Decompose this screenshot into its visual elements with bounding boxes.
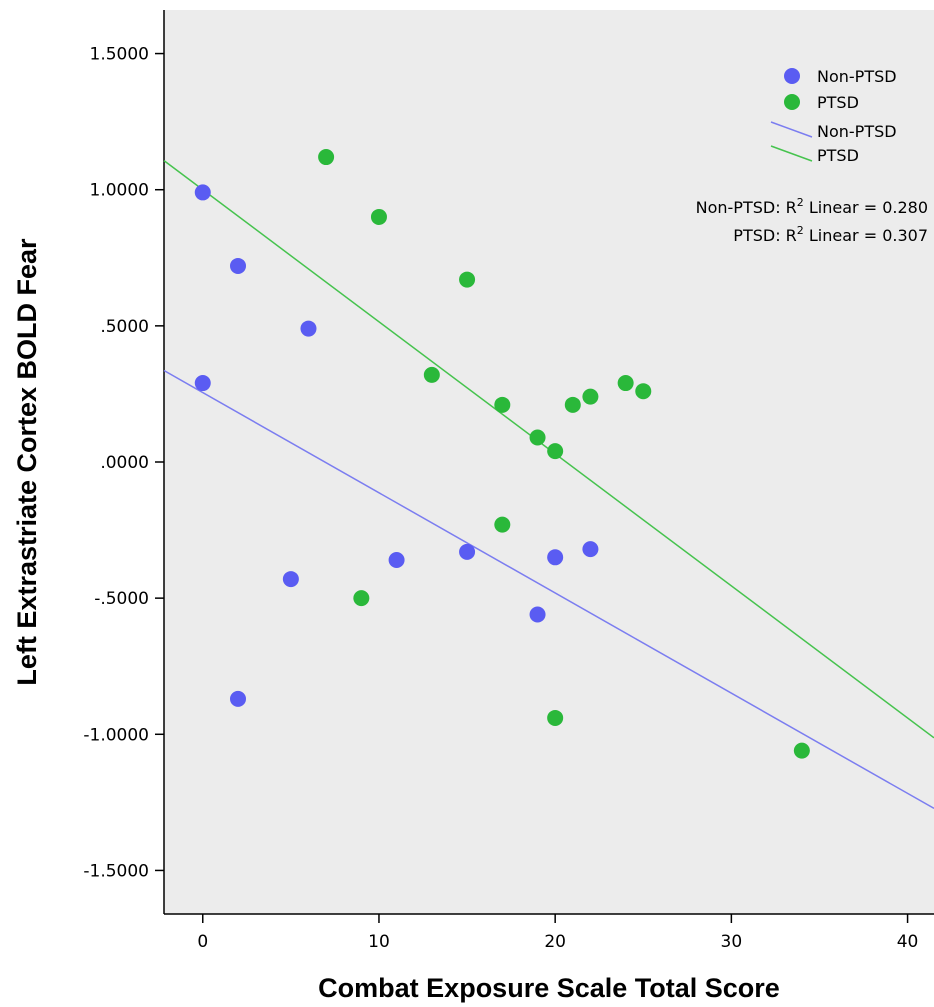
- r2-annotations: Non-PTSD: R2 Linear = 0.280 PTSD: R2 Lin…: [696, 196, 928, 245]
- legend-marker-non-ptsd: [784, 68, 800, 84]
- data-point-ptsd: [318, 149, 335, 166]
- data-point-non-ptsd: [230, 690, 247, 707]
- x-tick-label: 20: [544, 932, 566, 952]
- data-point-ptsd: [793, 742, 810, 759]
- legend-line-label-ptsd: PTSD: [817, 146, 859, 165]
- y-tick-label: 1.0000: [90, 181, 149, 201]
- data-point-non-ptsd: [582, 541, 599, 558]
- data-point-non-ptsd: [459, 543, 476, 560]
- x-tick-label: 0: [197, 932, 208, 952]
- data-point-non-ptsd: [194, 184, 211, 201]
- legend: Non-PTSD PTSD Non-PTSD PTSD: [770, 67, 897, 165]
- plot-background: [164, 10, 934, 914]
- data-point-ptsd: [423, 366, 440, 383]
- legend-label-non-ptsd: Non-PTSD: [817, 67, 897, 86]
- r2-label-ptsd: PTSD: R2 Linear = 0.307: [733, 224, 928, 245]
- x-tick-label: 30: [721, 932, 743, 952]
- y-axis: 1.5000 1.0000 .5000 .0000 -.5000 -1.0000 -1.50…: [83, 10, 165, 914]
- data-point-non-ptsd: [547, 549, 564, 566]
- data-point-ptsd: [529, 429, 546, 446]
- x-tick-label: 40: [897, 932, 919, 952]
- legend-line-label-non-ptsd: Non-PTSD: [817, 122, 897, 141]
- data-point-non-ptsd: [529, 606, 546, 623]
- legend-line-ptsd: [770, 145, 813, 162]
- data-point-ptsd: [635, 383, 652, 400]
- y-tick-label: -1.5000: [83, 861, 149, 881]
- y-tick-label: 1.5000: [90, 45, 149, 65]
- y-tick-label: -.5000: [94, 589, 149, 609]
- x-axis-title: Combat Exposure Scale Total Score: [318, 973, 780, 1003]
- y-axis-title: Left Extrastriate Cortex BOLD Fear: [12, 238, 42, 686]
- data-points: [194, 149, 810, 759]
- data-point-non-ptsd: [388, 552, 405, 569]
- data-point-non-ptsd: [194, 375, 211, 392]
- data-point-ptsd: [494, 516, 511, 533]
- y-tick-label: .0000: [100, 453, 149, 473]
- y-tick-label: -1.0000: [83, 725, 149, 745]
- data-point-ptsd: [459, 271, 476, 288]
- data-point-ptsd: [494, 396, 511, 413]
- x-axis: 0 10 20 30 40: [164, 913, 934, 952]
- data-point-ptsd: [564, 396, 581, 413]
- data-point-ptsd: [353, 590, 370, 607]
- data-point-non-ptsd: [230, 257, 247, 274]
- r2-superscript: 2: [797, 224, 804, 237]
- data-point-ptsd: [547, 709, 564, 726]
- r2-superscript: 2: [797, 196, 804, 209]
- data-point-ptsd: [370, 208, 387, 225]
- legend-line-non-ptsd: [770, 121, 813, 138]
- data-point-ptsd: [582, 388, 599, 405]
- data-point-non-ptsd: [300, 320, 317, 337]
- fit-line-non-ptsd: [163, 369, 934, 810]
- x-tick-label: 10: [368, 932, 390, 952]
- legend-marker-ptsd: [784, 94, 800, 110]
- r2-label-non-ptsd: Non-PTSD: R2 Linear = 0.280: [696, 196, 928, 217]
- data-point-ptsd: [617, 375, 634, 392]
- data-point-non-ptsd: [282, 571, 299, 588]
- data-point-ptsd: [547, 443, 564, 460]
- legend-label-ptsd: PTSD: [817, 93, 859, 112]
- y-tick-label: .5000: [100, 317, 149, 337]
